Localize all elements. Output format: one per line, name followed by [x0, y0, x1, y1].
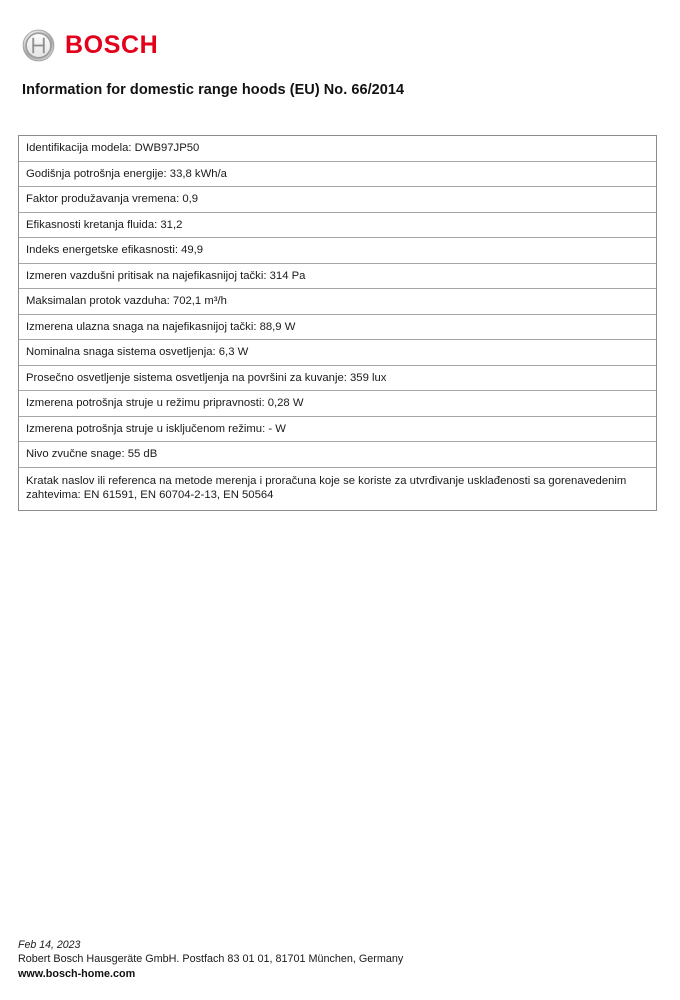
table-row: Identifikacija modela: DWB97JP50: [19, 136, 656, 162]
bosch-wordmark: BOSCH: [65, 30, 159, 59]
table-row: Kratak naslov ili referenca na metode me…: [26, 474, 627, 502]
footer-address: Robert Bosch Hausgeräte GmbH. Postfach 8…: [18, 953, 404, 965]
table-row: Nominalna snaga sistema osvetljenja: 6,3…: [19, 340, 656, 366]
brand-header: BOSCH: [22, 28, 158, 62]
table-row: Indeks energetske efikasnosti: 49,9: [19, 238, 656, 264]
bosch-armature-icon: [22, 29, 55, 62]
table-row: Faktor produžavanja vremena: 0,9: [19, 187, 656, 213]
table-row: Izmeren vazdušni pritisak na najefikasni…: [19, 264, 656, 289]
table-row: Maksimalan protok vazduha: 702,1 m³/h: [19, 289, 656, 315]
page-title: Information for domestic range hoods (EU…: [22, 82, 405, 98]
table-row: Prosečno osvetljenje sistema osvetljenja…: [19, 366, 656, 391]
table-row: Godišnja potrošnja energije: 33,8 kWh/a: [19, 162, 656, 187]
footer-url[interactable]: www.bosch-home.com: [18, 967, 136, 980]
product-fiche-table: Identifikacija modela: DWB97JP50 Godišnj…: [18, 135, 657, 511]
table-row: Nivo zvučne snage: 55 dB: [19, 442, 656, 468]
page-footer: Feb 14, 2023 Robert Bosch Hausgeräte Gmb…: [18, 938, 658, 981]
footer-date: Feb 14, 2023: [18, 939, 81, 951]
table-row: Izmerena ulazna snaga na najefikasnijoj …: [19, 315, 656, 340]
table-row: Izmerena potrošnja struje u režimu pripr…: [19, 391, 656, 417]
table-row: Efikasnosti kretanja fluida: 31,2: [19, 213, 656, 238]
table-row: Izmerena potrošnja struje u isključenom …: [19, 417, 656, 442]
